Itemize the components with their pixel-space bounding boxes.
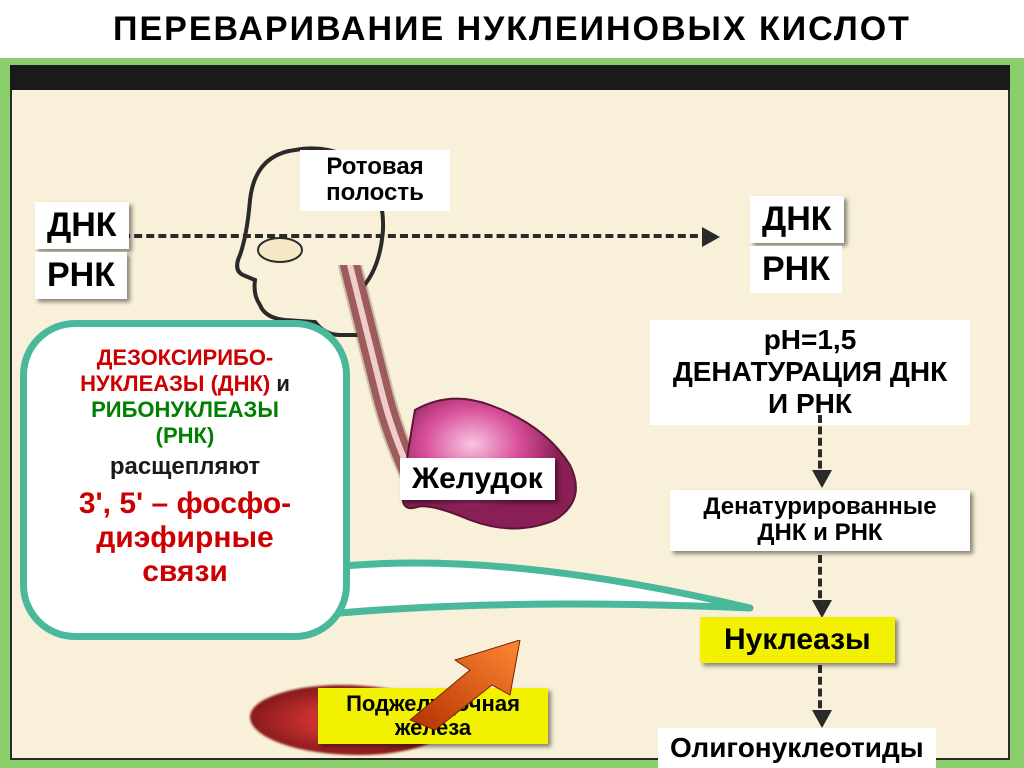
right-rnk-label: РНК [750, 246, 842, 293]
left-rnk-label: РНК [35, 252, 127, 299]
v-arrow-1 [818, 415, 822, 480]
text: Желудок [412, 462, 543, 495]
mouth-pass-arrow [110, 234, 710, 238]
right-dnk-label: ДНК [750, 196, 844, 243]
text: Олигонуклеотиды [670, 732, 924, 763]
callout-bubble: ДЕЗОКСИРИБО- НУКЛЕАЗЫ (ДНК) и РИБОНУКЛЕА… [20, 320, 350, 640]
text: ДНК [47, 206, 117, 244]
callout-l3: РИБОНУКЛЕАЗЫ [41, 397, 329, 423]
line2: ДЕНАТУРАЦИЯ ДНК И РНК [662, 356, 958, 420]
callout-tail [295, 538, 765, 663]
callout-l4: (РНК) [41, 423, 329, 449]
ph-denaturation-label: рН=1,5 ДЕНАТУРАЦИЯ ДНК И РНК [650, 320, 970, 425]
mouth-label: Ротовая полость [300, 150, 450, 211]
callout-l7: диэфирные [41, 521, 329, 555]
line1: рН=1,5 [662, 324, 958, 356]
text: РНК [762, 250, 830, 288]
callout-l2a: НУКЛЕАЗЫ (ДНК) [80, 371, 270, 396]
text: ДНК [762, 200, 832, 238]
text: РНК [47, 256, 115, 294]
callout-l5: расщепляют [41, 453, 329, 481]
callout-l2b: и [270, 371, 290, 396]
callout-l1: ДЕЗОКСИРИБО- [41, 345, 329, 371]
slide-title: ПЕРЕВАРИВАНИЕ НУКЛЕИНОВЫХ КИСЛОТ [0, 10, 1024, 49]
v-arrow-2 [818, 555, 822, 610]
oligonucleotides-label: Олигонуклеотиды [658, 728, 936, 768]
callout-l6: 3', 5' – фосфо- [41, 487, 329, 521]
callout-l8: связи [41, 555, 329, 589]
stomach-label: Желудок [400, 458, 555, 500]
v-arrow-3 [818, 665, 822, 720]
left-dnk-label: ДНК [35, 202, 129, 249]
text: Ротовая полость [326, 153, 424, 206]
slide-black-band [10, 65, 1010, 90]
